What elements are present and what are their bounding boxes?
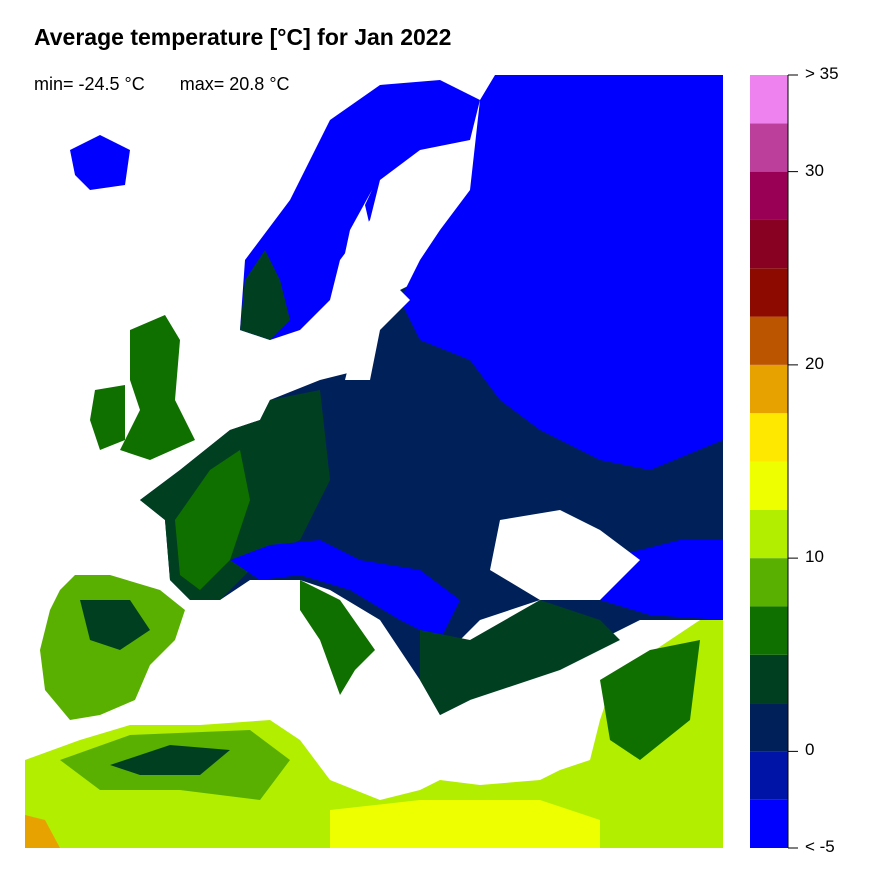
alps-balkans bbox=[230, 540, 460, 640]
colorbar-tick-label: > 35 bbox=[805, 64, 839, 83]
colorbar-bin bbox=[750, 316, 788, 365]
colorbar-tick-label: 30 bbox=[805, 160, 824, 180]
greece-turkey bbox=[420, 600, 620, 715]
colorbar-bin bbox=[750, 268, 788, 317]
uk bbox=[120, 315, 195, 460]
colorbar-bin bbox=[750, 509, 788, 559]
levant bbox=[600, 640, 700, 760]
black-sea bbox=[490, 510, 640, 600]
norway-coast bbox=[240, 250, 290, 340]
france-lowland bbox=[175, 450, 250, 590]
map-area bbox=[25, 75, 723, 848]
baltic-sea bbox=[335, 190, 410, 380]
colorbar-bin bbox=[750, 461, 788, 510]
sahara-south bbox=[330, 800, 600, 848]
colorbar-bin bbox=[750, 654, 788, 704]
colorbar-tick-label: 0 bbox=[805, 740, 815, 760]
colorbar-bin bbox=[750, 219, 788, 269]
colorbar-bin bbox=[750, 75, 788, 124]
colorbar-bin bbox=[750, 751, 788, 800]
colorbar bbox=[750, 74, 798, 849]
northeast-cold bbox=[400, 75, 723, 470]
scandinavia bbox=[240, 80, 480, 340]
iceland bbox=[70, 135, 130, 190]
colorbar-bin bbox=[750, 606, 788, 655]
italy bbox=[300, 580, 375, 695]
ireland bbox=[90, 385, 125, 450]
colorbar-tick-label: 10 bbox=[805, 547, 824, 567]
colorbar-bin bbox=[750, 703, 788, 752]
sw-hot-corner bbox=[25, 815, 60, 848]
atlas-high bbox=[110, 745, 230, 775]
colorbar-bin bbox=[750, 364, 788, 414]
colorbar-bin bbox=[750, 123, 788, 172]
colorbar-tick-label: < -5 bbox=[805, 837, 835, 856]
map-title: Average temperature [°C] for Jan 2022 bbox=[34, 24, 452, 50]
colorbar-bin bbox=[750, 799, 788, 848]
iberia-highlands bbox=[80, 600, 150, 650]
stats-line: min= -24.5 °C max= 20.8 °C bbox=[34, 74, 320, 95]
colorbar-bin bbox=[750, 171, 788, 220]
colorbar-tick-label: 20 bbox=[805, 353, 824, 373]
colorbar-bin bbox=[750, 413, 788, 462]
min-value: min= -24.5 °C bbox=[34, 74, 145, 94]
max-value: max= 20.8 °C bbox=[179, 74, 290, 94]
colorbar-bin bbox=[750, 558, 788, 607]
